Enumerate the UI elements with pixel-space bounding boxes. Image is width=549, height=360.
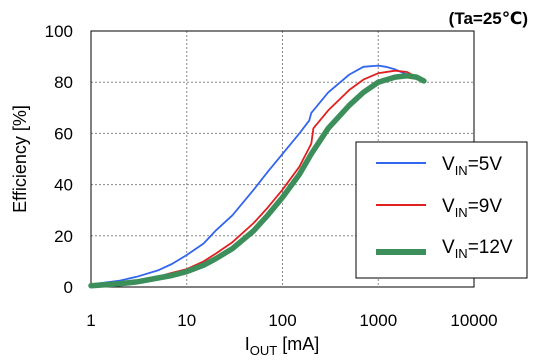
x-tick-label: 1000 bbox=[359, 311, 397, 330]
legend-label-5v: VIN=5V bbox=[442, 154, 502, 178]
x-axis-title-main: I bbox=[245, 334, 250, 354]
legend-9v-main: V bbox=[442, 196, 455, 217]
series-lines bbox=[88, 64, 427, 289]
legend-label-12v: VIN=12V bbox=[442, 237, 513, 261]
legend-5v-sub: IN bbox=[455, 163, 468, 178]
y-tick-label: 40 bbox=[54, 176, 73, 195]
legend-12v-sub: IN bbox=[455, 246, 468, 261]
tick-labels: 0 20 40 60 80 100 1 10 100 1000 10000 bbox=[45, 22, 498, 330]
series-line-5v bbox=[90, 64, 408, 286]
y-tick-label: 0 bbox=[64, 278, 73, 297]
series-line-12v bbox=[88, 73, 427, 289]
legend-box bbox=[355, 141, 528, 279]
y-tick-label: 60 bbox=[54, 124, 73, 143]
legend-5v-main: V bbox=[442, 154, 455, 175]
legend-label-9v: VIN=9V bbox=[442, 196, 502, 220]
annotation-text: (Ta=25℃) bbox=[449, 9, 528, 28]
x-tick-label: 10000 bbox=[450, 311, 497, 330]
x-axis-title-unit: [mA] bbox=[277, 334, 319, 354]
legend-9v-rest: =9V bbox=[468, 196, 503, 217]
legend: VIN=5V VIN=9V VIN=12V bbox=[355, 141, 528, 279]
legend-12v-rest: =12V bbox=[468, 237, 513, 258]
x-axis-title: IOUT [mA] bbox=[245, 334, 319, 358]
y-axis-title: Efficiency [%] bbox=[10, 105, 30, 213]
x-tick-label: 1 bbox=[86, 311, 95, 330]
x-tick-label: 100 bbox=[268, 311, 296, 330]
y-tick-label: 100 bbox=[45, 22, 73, 41]
legend-5v-rest: =5V bbox=[468, 154, 503, 175]
y-tick-label: 20 bbox=[54, 227, 73, 246]
x-tick-label: 10 bbox=[177, 311, 196, 330]
legend-12v-main: V bbox=[442, 237, 455, 258]
x-axis-title-sub: OUT bbox=[250, 343, 278, 358]
y-tick-label: 80 bbox=[54, 73, 73, 92]
legend-9v-sub: IN bbox=[455, 205, 468, 220]
